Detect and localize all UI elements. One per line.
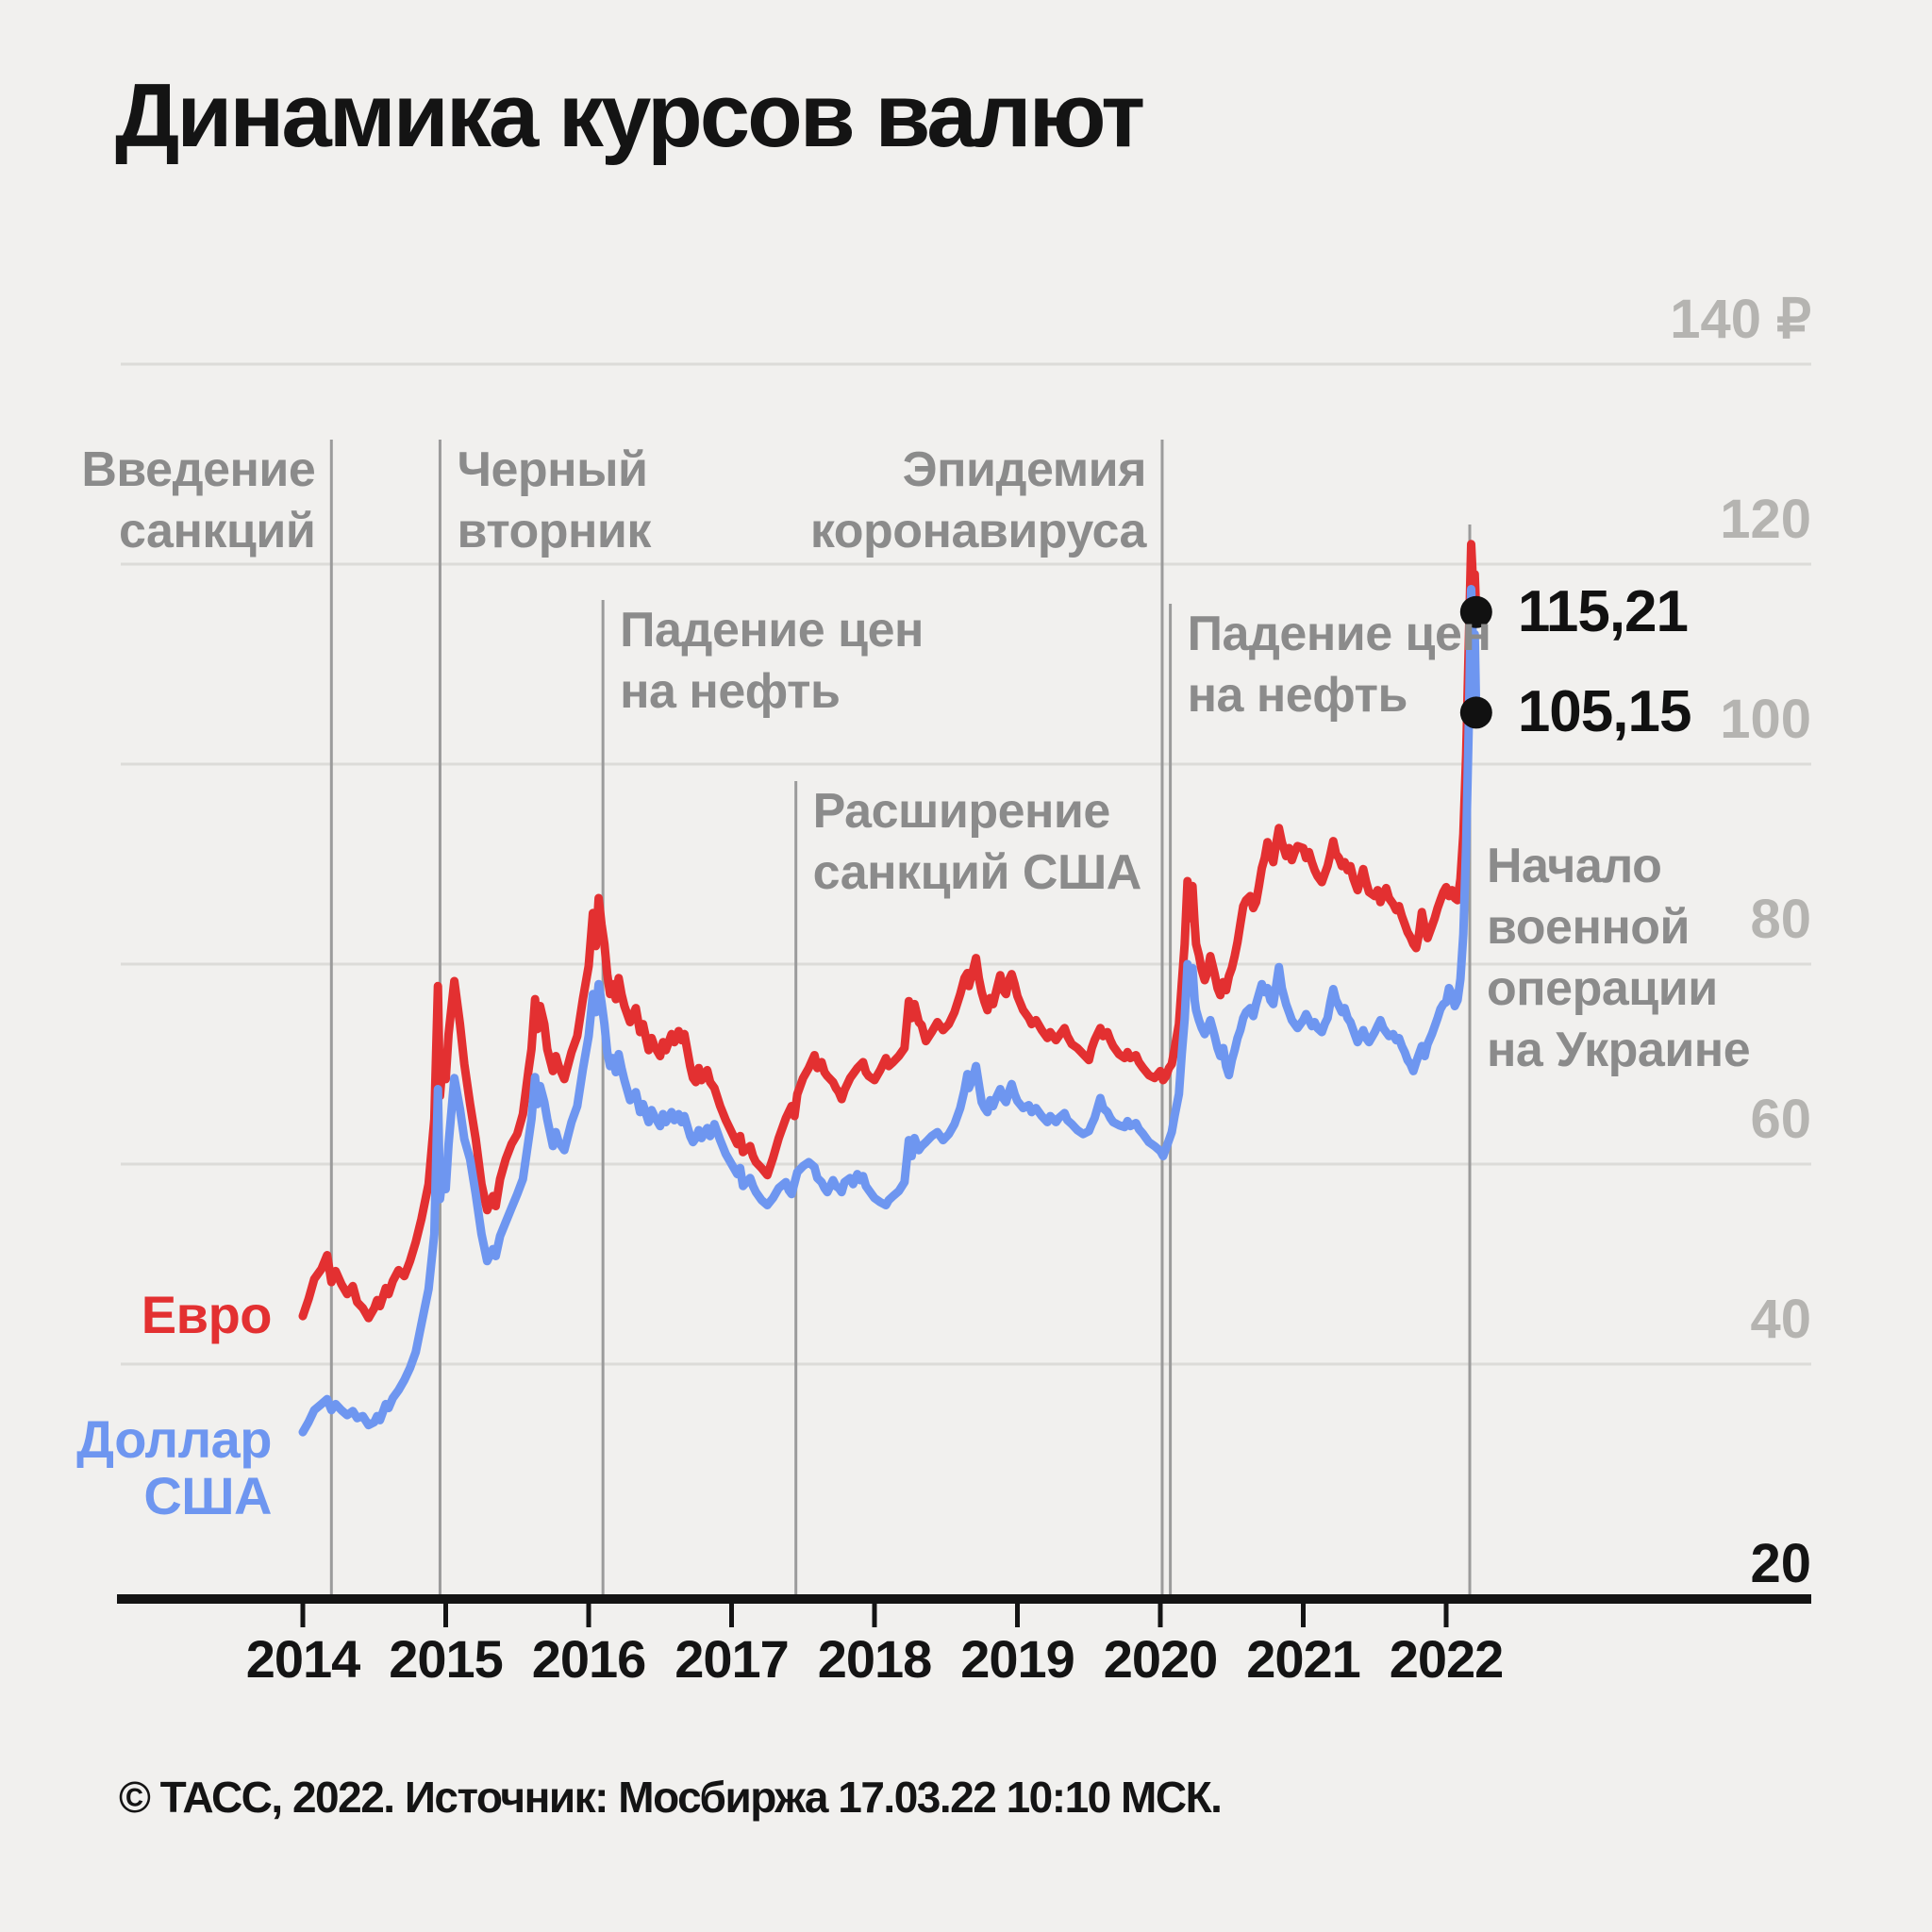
page-title: Динамика курсов валют xyxy=(115,65,1145,166)
y-label-80: 80 xyxy=(1750,889,1811,950)
y-label-20: 20 xyxy=(1750,1533,1811,1594)
end-dot-euro xyxy=(1459,595,1492,628)
x-label-2017: 2017 xyxy=(675,1629,790,1689)
annotation-us-sanctions-expansion: Расширение санкций США xyxy=(812,784,1142,900)
euro-end-value: 115,21 xyxy=(1517,578,1689,644)
annotation-oil-price-drop-2016: Падение цен на нефть xyxy=(620,603,924,719)
x-label-2016: 2016 xyxy=(531,1629,647,1689)
x-label-2022: 2022 xyxy=(1389,1629,1505,1689)
x-label-2020: 2020 xyxy=(1103,1629,1219,1689)
legend-euro-label: Евро xyxy=(141,1285,273,1344)
usd-end-value: 105,15 xyxy=(1517,679,1692,745)
x-label-2014: 2014 xyxy=(245,1629,361,1689)
x-label-2018: 2018 xyxy=(817,1629,933,1689)
usd-line xyxy=(298,585,1481,1437)
annotation-oil-price-drop-2020: Падение цен на нефть xyxy=(1187,607,1491,723)
y-label-40: 40 xyxy=(1750,1289,1811,1350)
annotation-sanctions-2014: Введение санкций xyxy=(81,442,316,558)
y-label-140: 140 ₽ xyxy=(1670,289,1811,350)
x-label-2019: 2019 xyxy=(960,1629,1075,1689)
legend-usd-label: Доллар США xyxy=(76,1409,272,1525)
end-dot-usd xyxy=(1459,696,1492,729)
x-label-2015: 2015 xyxy=(389,1629,504,1689)
euro-line xyxy=(298,540,1481,1323)
y-label-120: 120 xyxy=(1720,489,1811,550)
source-footer: © ТАСС, 2022. Источник: Мосбиржа 17.03.2… xyxy=(119,1773,1223,1822)
y-label-100: 100 xyxy=(1720,689,1811,750)
annotation-military-operation: Начало военной операции на Украине xyxy=(1486,839,1751,1077)
annotation-covid-epidemic: Эпидемия коронавируса xyxy=(809,442,1147,558)
y-label-60: 60 xyxy=(1750,1089,1811,1150)
x-label-2021: 2021 xyxy=(1246,1629,1361,1689)
annotation-black-tuesday: Черный вторник xyxy=(457,442,651,558)
